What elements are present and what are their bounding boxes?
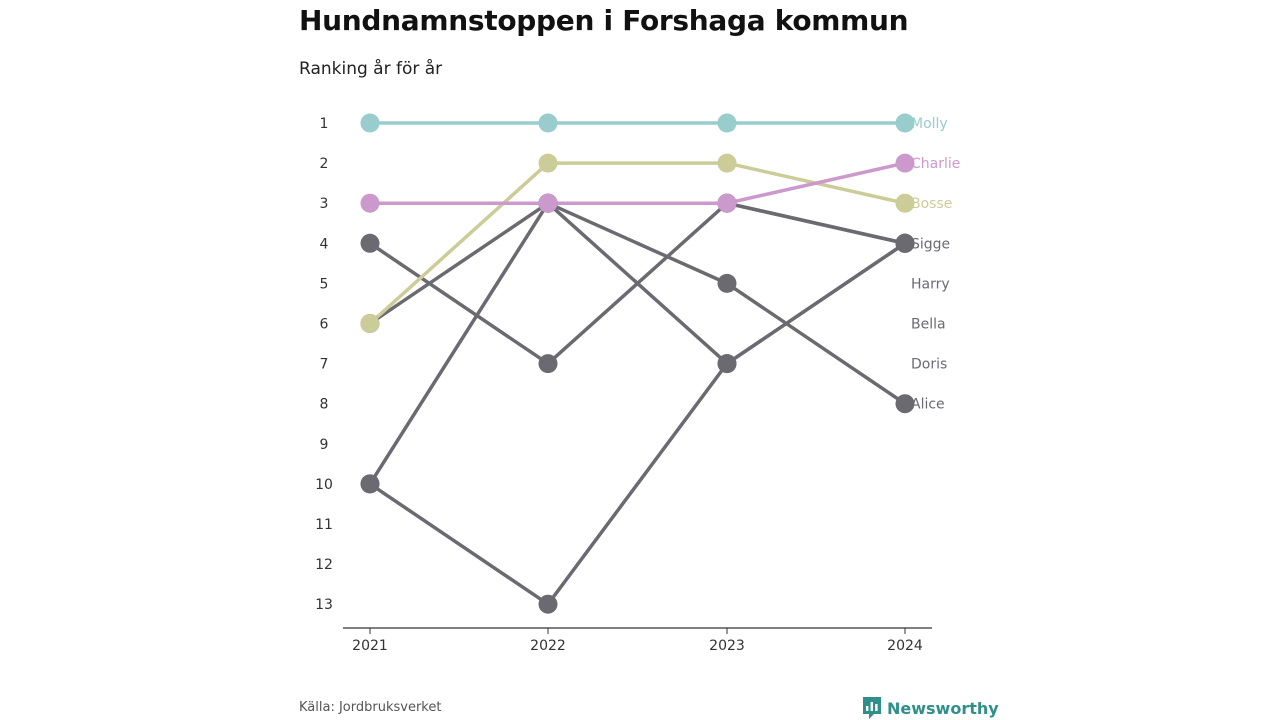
series-points: [360, 113, 915, 614]
y-tick-label: 2: [320, 156, 329, 172]
point-doris: [360, 233, 380, 253]
y-tick-label: 8: [320, 397, 329, 413]
point-charlie: [538, 193, 558, 213]
y-tick-label: 1: [320, 116, 329, 132]
x-axis: 2021 2022 2023 2024: [343, 627, 932, 654]
x-tick-label: 2022: [530, 638, 566, 654]
point-charlie: [360, 193, 380, 213]
end-label-alice: Alice: [911, 397, 945, 413]
end-label-bosse: Bosse: [911, 196, 952, 212]
y-tick-label: 10: [315, 477, 333, 493]
y-tick-label: 6: [320, 317, 329, 333]
point-doris: [538, 354, 558, 374]
series-lines: [368, 121, 907, 606]
point-bosse: [360, 314, 380, 333]
point-alice: [717, 273, 737, 293]
end-label-sigge: Sigge: [911, 236, 950, 252]
y-tick-label: 4: [320, 236, 329, 252]
point-sigge: [895, 233, 915, 253]
y-tick-label: 5: [320, 276, 329, 292]
y-tick-label: 9: [320, 437, 329, 453]
brand-logo[interactable]: Newsworthy: [862, 696, 999, 720]
end-labels: Molly Charlie Bosse Sigge Harry Bella Doris Ali…: [911, 116, 960, 413]
bar-chart-icon: [863, 697, 881, 719]
x-tick-label: 2024: [887, 638, 923, 654]
brand-name: Newsworthy: [887, 698, 999, 718]
series-line-harry: [368, 241, 907, 606]
source-note: Källa: Jordbruksverket: [299, 700, 442, 715]
y-tick-label: 3: [320, 196, 329, 212]
end-label-doris: Doris: [911, 357, 947, 373]
point-alice: [895, 394, 915, 414]
point-molly: [360, 113, 380, 133]
chart-title: Hundnamnstoppen i Forshaga kommun: [299, 4, 909, 37]
point-molly: [895, 113, 915, 133]
y-tick-label: 11: [315, 517, 333, 533]
point-charlie: [895, 153, 915, 173]
point-harry: [360, 474, 380, 494]
end-label-bella: Bella: [911, 317, 946, 333]
point-harry: [538, 594, 558, 614]
point-bosse: [538, 153, 558, 173]
y-tick-label: 12: [315, 557, 333, 573]
point-bosse: [895, 193, 915, 213]
point-bosse: [717, 153, 737, 173]
point-harry: [717, 354, 737, 374]
x-tick-label: 2023: [709, 638, 745, 654]
series-line-charlie: [368, 161, 907, 205]
end-label-molly: Molly: [911, 116, 948, 132]
point-charlie: [717, 193, 737, 213]
chart-subtitle: Ranking år för år: [299, 59, 443, 79]
y-tick-label: 7: [320, 357, 329, 373]
point-molly: [717, 113, 737, 133]
end-label-charlie: Charlie: [911, 156, 960, 172]
series-line-bella: [368, 201, 907, 366]
y-tick-label: 13: [315, 597, 333, 613]
end-label-harry: Harry: [911, 276, 950, 292]
x-tick-label: 2021: [352, 638, 388, 654]
series-line-alice: [368, 201, 907, 486]
point-molly: [538, 113, 558, 133]
